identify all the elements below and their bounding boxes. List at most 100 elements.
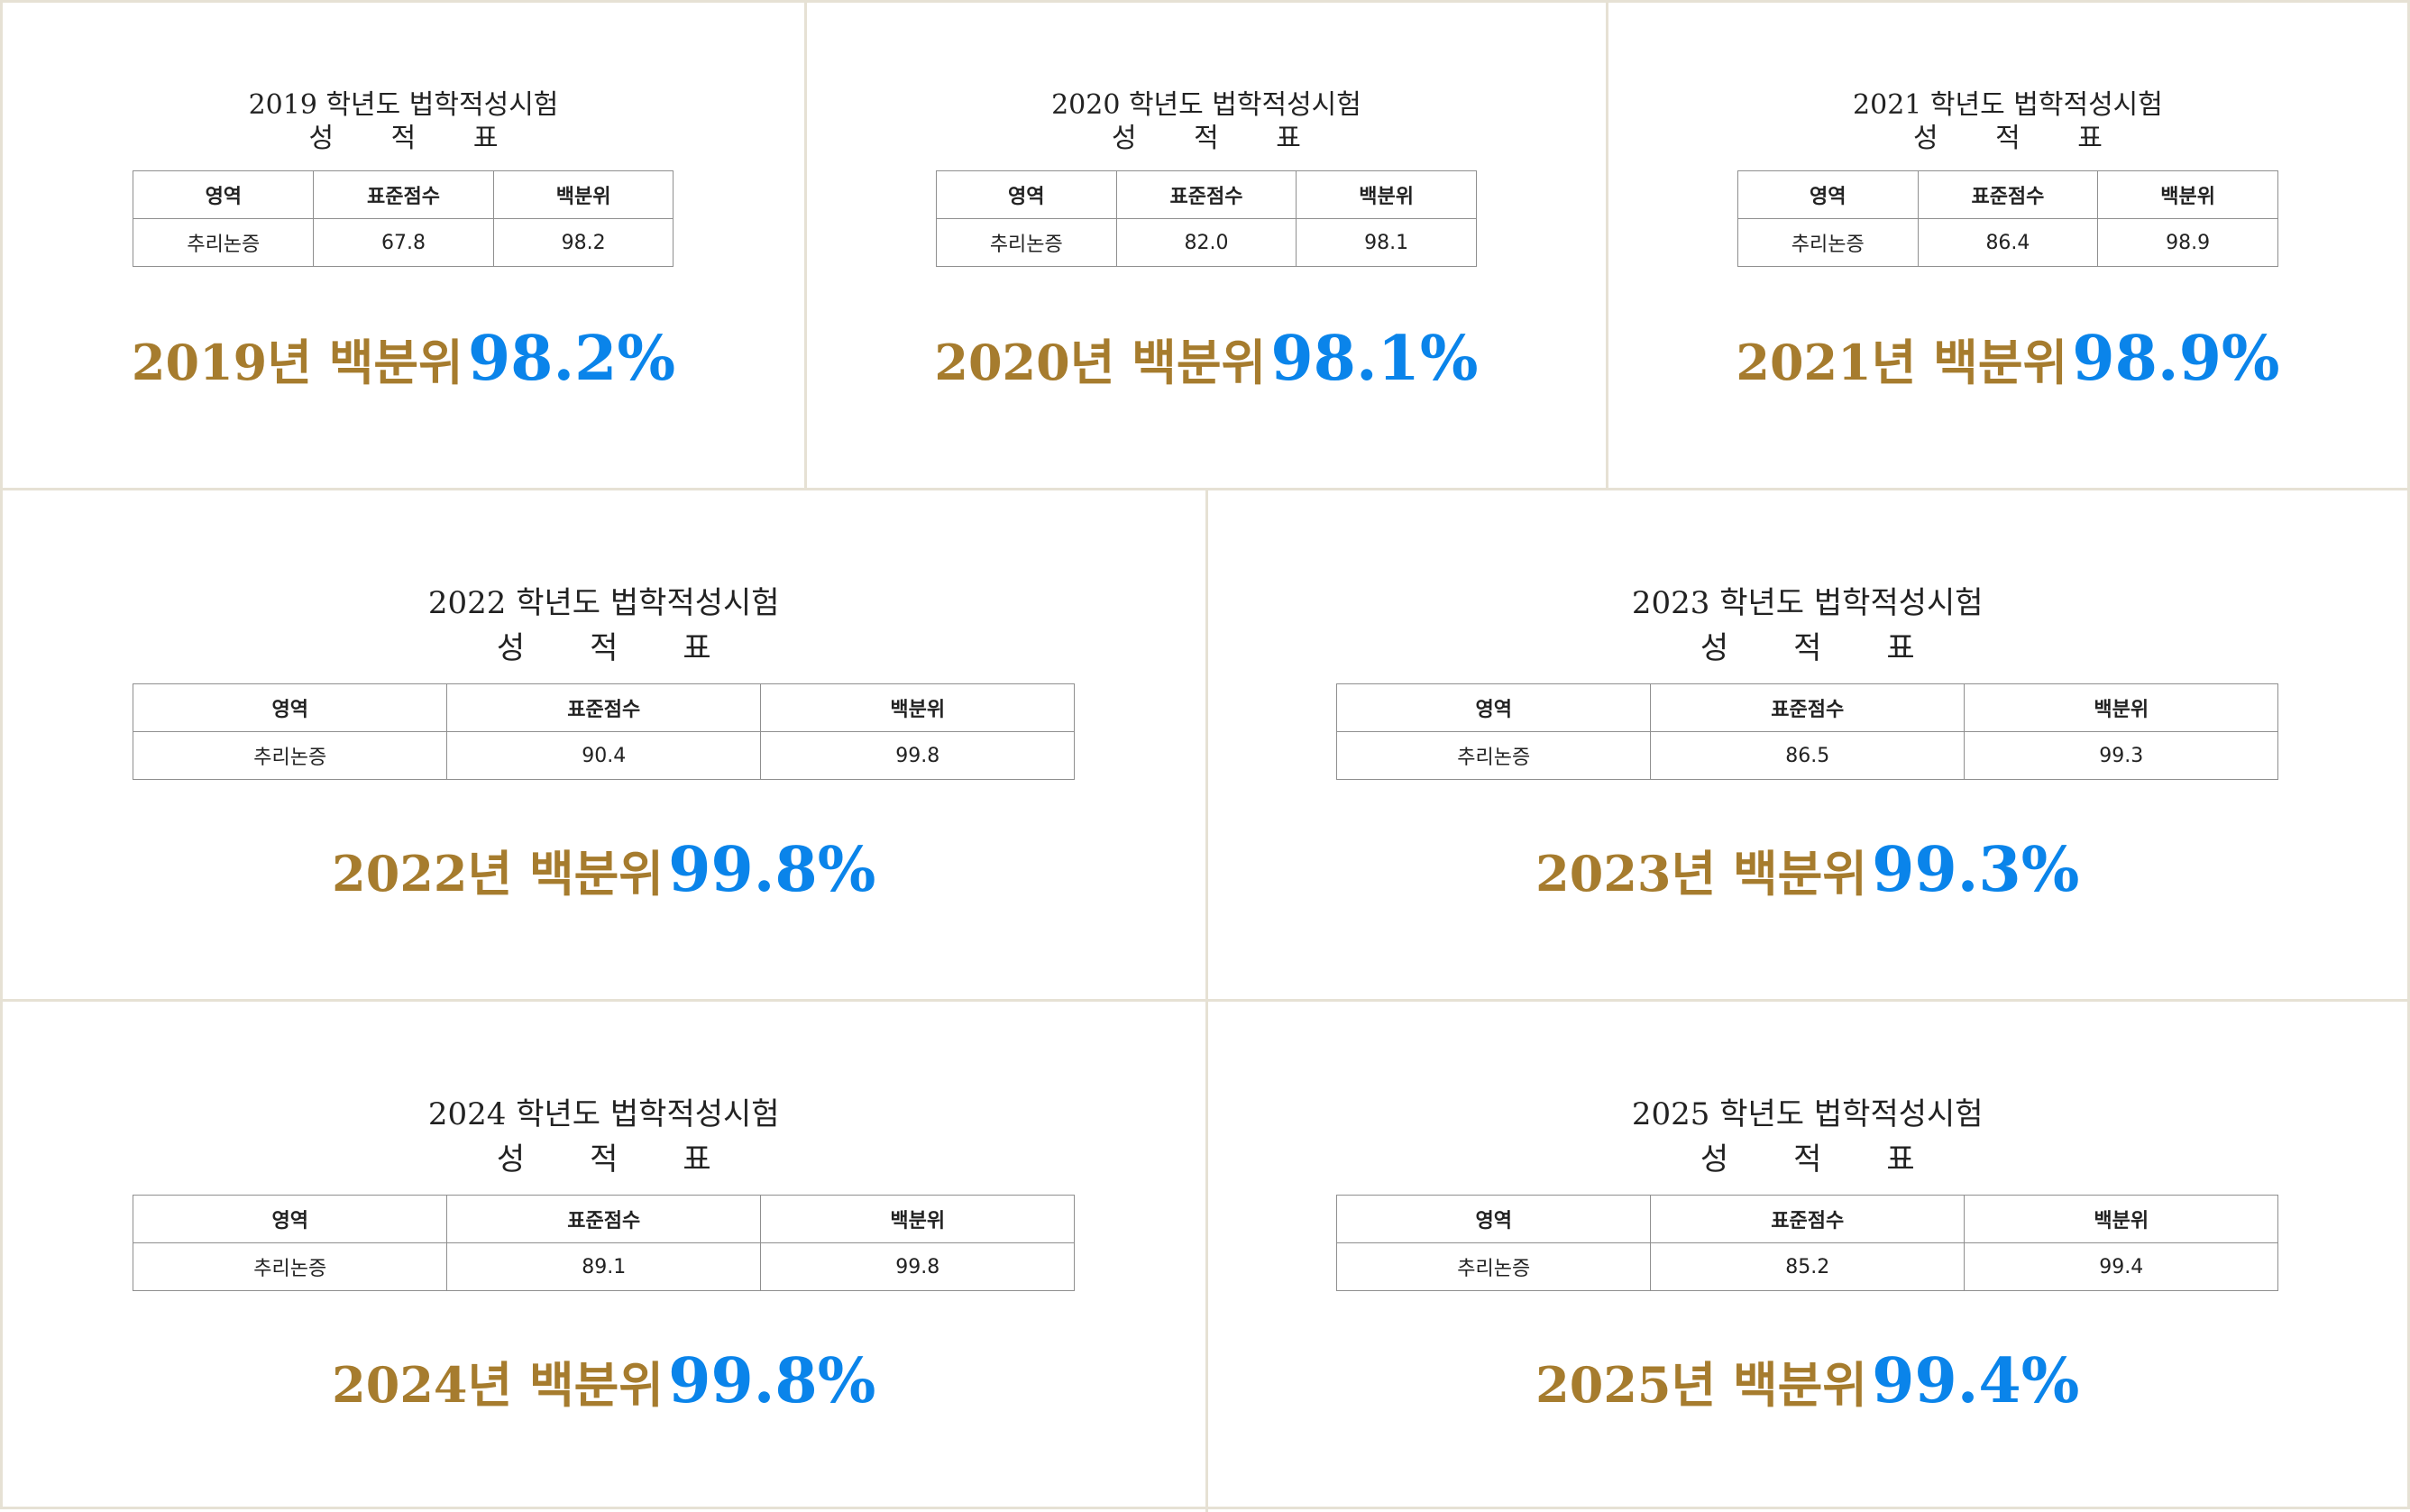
card-heading: 2020 학년도 법학적성시험 성 적 표 <box>807 3 1606 155</box>
card-heading: 2025 학년도 법학적성시험 성 적 표 <box>1208 1002 2408 1182</box>
result-value: 99.3% <box>1872 834 2079 906</box>
header-percentile: 백분위 <box>493 171 674 219</box>
report-row-2: 2022 학년도 법학적성시험 성 적 표 영역 표준점수 백분위 추리논증 9… <box>3 488 2407 999</box>
header-percentile: 백분위 <box>761 684 1075 732</box>
result-line: 2021년 백분위 98.9% <box>1608 323 2407 395</box>
header-percentile: 백분위 <box>1965 684 2278 732</box>
cell-standard-score: 86.4 <box>1918 219 2098 267</box>
card-heading: 2022 학년도 법학적성시험 성 적 표 <box>3 490 1205 671</box>
cell-subject: 추리논증 <box>1337 732 1651 780</box>
score-card-2024: 2024 학년도 법학적성시험 성 적 표 영역 표준점수 백분위 추리논증 8… <box>3 1002 1205 1512</box>
header-standard-score: 표준점수 <box>1918 171 2098 219</box>
cell-subject: 추리논증 <box>1337 1243 1651 1291</box>
score-card-2023: 2023 학년도 법학적성시험 성 적 표 영역 표준점수 백분위 추리논증 8… <box>1205 490 2408 999</box>
cell-subject: 추리논증 <box>133 1243 447 1291</box>
table-header-row: 영역 표준점수 백분위 <box>1337 1196 2278 1243</box>
score-card-2019: 2019 학년도 법학적성시험 성 적 표 영역 표준점수 백분위 추리논증 6… <box>3 3 804 488</box>
card-heading: 2019 학년도 법학적성시험 성 적 표 <box>3 3 804 155</box>
card-heading: 2023 학년도 법학적성시험 성 적 표 <box>1208 490 2408 671</box>
header-standard-score: 표준점수 <box>447 1196 761 1243</box>
result-line: 2022년 백분위 99.8% <box>3 834 1205 906</box>
header-percentile: 백분위 <box>761 1196 1075 1243</box>
cell-percentile: 98.1 <box>1297 219 1477 267</box>
score-table: 영역 표준점수 백분위 추리논증 86.5 99.3 <box>1336 683 2278 780</box>
cell-percentile: 98.2 <box>493 219 674 267</box>
result-label: 2025년 백분위 <box>1535 1356 1867 1414</box>
result-value: 99.8% <box>668 834 875 906</box>
score-table: 영역 표준점수 백분위 추리논증 89.1 99.8 <box>133 1195 1075 1291</box>
score-table: 영역 표준점수 백분위 추리논증 67.8 98.2 <box>133 170 674 267</box>
card-title: 2025 학년도 법학적성시험 <box>1208 1092 2408 1137</box>
card-subtitle: 성 적 표 <box>3 1137 1232 1182</box>
table-header-row: 영역 표준점수 백분위 <box>936 171 1476 219</box>
result-value: 99.8% <box>668 1345 875 1417</box>
header-area: 영역 <box>133 684 447 732</box>
report-row-3: 2024 학년도 법학적성시험 성 적 표 영역 표준점수 백분위 추리논증 8… <box>3 999 2407 1512</box>
score-card-2021: 2021 학년도 법학적성시험 성 적 표 영역 표준점수 백분위 추리논증 8… <box>1606 3 2407 488</box>
header-area: 영역 <box>936 171 1116 219</box>
card-title: 2022 학년도 법학적성시험 <box>3 581 1205 626</box>
header-area: 영역 <box>1737 171 1918 219</box>
header-area: 영역 <box>133 1196 447 1243</box>
table-header-row: 영역 표준점수 백분위 <box>133 684 1075 732</box>
cell-percentile: 99.3 <box>1965 732 2278 780</box>
result-value: 98.2% <box>468 323 675 395</box>
card-title: 2021 학년도 법학적성시험 <box>1608 88 2407 122</box>
cell-subject: 추리논증 <box>133 219 314 267</box>
result-line: 2025년 백분위 99.4% <box>1208 1345 2408 1417</box>
header-percentile: 백분위 <box>1965 1196 2278 1243</box>
result-value: 98.1% <box>1270 323 1478 395</box>
result-label: 2022년 백분위 <box>332 845 664 903</box>
card-heading: 2021 학년도 법학적성시험 성 적 표 <box>1608 3 2407 155</box>
card-subtitle: 성 적 표 <box>1208 626 2410 671</box>
cell-standard-score: 82.0 <box>1116 219 1297 267</box>
table-row: 추리논증 67.8 98.2 <box>133 219 674 267</box>
card-subtitle: 성 적 표 <box>3 626 1232 671</box>
header-percentile: 백분위 <box>2098 171 2278 219</box>
table-row: 추리논증 89.1 99.8 <box>133 1243 1075 1291</box>
table-row: 추리논증 86.5 99.3 <box>1337 732 2278 780</box>
table-header-row: 영역 표준점수 백분위 <box>1737 171 2277 219</box>
result-line: 2019년 백분위 98.2% <box>3 323 804 395</box>
cell-percentile: 99.8 <box>761 1243 1075 1291</box>
card-title: 2020 학년도 법학적성시험 <box>807 88 1606 122</box>
score-table: 영역 표준점수 백분위 추리논증 85.2 99.4 <box>1336 1195 2278 1291</box>
result-label: 2019년 백분위 <box>132 334 463 391</box>
result-value: 98.9% <box>2072 323 2279 395</box>
result-label: 2023년 백분위 <box>1535 845 1867 903</box>
card-subtitle: 성 적 표 <box>1608 122 2410 155</box>
cell-standard-score: 86.5 <box>1651 732 1965 780</box>
card-heading: 2024 학년도 법학적성시험 성 적 표 <box>3 1002 1205 1182</box>
header-area: 영역 <box>133 171 314 219</box>
table-row: 추리논증 90.4 99.8 <box>133 732 1075 780</box>
header-percentile: 백분위 <box>1297 171 1477 219</box>
score-card-2025: 2025 학년도 법학적성시험 성 적 표 영역 표준점수 백분위 추리논증 8… <box>1205 1002 2408 1512</box>
score-card-2022: 2022 학년도 법학적성시험 성 적 표 영역 표준점수 백분위 추리논증 9… <box>3 490 1205 999</box>
header-standard-score: 표준점수 <box>447 684 761 732</box>
result-line: 2024년 백분위 99.8% <box>3 1345 1205 1417</box>
table-row: 추리논증 86.4 98.9 <box>1737 219 2277 267</box>
table-header-row: 영역 표준점수 백분위 <box>1337 684 2278 732</box>
card-title: 2023 학년도 법학적성시험 <box>1208 581 2408 626</box>
cell-standard-score: 67.8 <box>314 219 494 267</box>
table-row: 추리논증 85.2 99.4 <box>1337 1243 2278 1291</box>
header-area: 영역 <box>1337 1196 1651 1243</box>
card-title: 2019 학년도 법학적성시험 <box>3 88 804 122</box>
score-card-2020: 2020 학년도 법학적성시험 성 적 표 영역 표준점수 백분위 추리논증 8… <box>804 3 1606 488</box>
score-table: 영역 표준점수 백분위 추리논증 82.0 98.1 <box>936 170 1477 267</box>
table-header-row: 영역 표준점수 백분위 <box>133 171 674 219</box>
table-row: 추리논증 82.0 98.1 <box>936 219 1476 267</box>
cell-percentile: 98.9 <box>2098 219 2278 267</box>
cell-percentile: 99.4 <box>1965 1243 2278 1291</box>
cell-subject: 추리논증 <box>1737 219 1918 267</box>
card-title: 2024 학년도 법학적성시험 <box>3 1092 1205 1137</box>
cell-subject: 추리논증 <box>133 732 447 780</box>
header-standard-score: 표준점수 <box>1651 1196 1965 1243</box>
score-table: 영역 표준점수 백분위 추리논증 86.4 98.9 <box>1737 170 2278 267</box>
score-table: 영역 표준점수 백분위 추리논증 90.4 99.8 <box>133 683 1075 780</box>
card-subtitle: 성 적 표 <box>3 122 829 155</box>
header-standard-score: 표준점수 <box>1651 684 1965 732</box>
header-standard-score: 표준점수 <box>314 171 494 219</box>
cell-subject: 추리논증 <box>936 219 1116 267</box>
